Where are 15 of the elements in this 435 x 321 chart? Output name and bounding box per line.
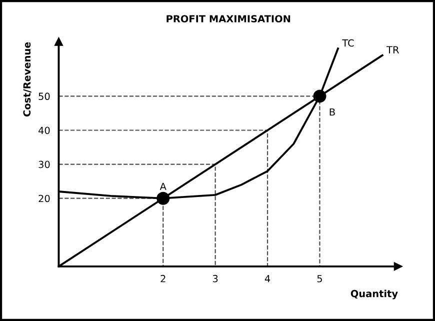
y-tick-label: 20 [38, 194, 50, 202]
x-axis-title: Quantity [350, 290, 398, 300]
x-tick-label: 4 [264, 275, 270, 282]
y-tick-label: 50 [38, 92, 50, 100]
series-label: TC [342, 39, 354, 47]
annotation: B [330, 108, 335, 116]
y-axis-title: Cost/Revenue [23, 42, 32, 116]
series-label: TR [386, 46, 399, 54]
x-tick-label: 3 [212, 274, 218, 282]
x-tick-label: 2 [160, 274, 166, 282]
x-tick-label: 5 [317, 275, 322, 282]
y-tick-label: 40 [38, 126, 50, 134]
annotation: A [160, 182, 166, 190]
chart-title: PROFIT MAXIMISATION [166, 15, 290, 22]
y-tick-label: 30 [38, 160, 50, 168]
